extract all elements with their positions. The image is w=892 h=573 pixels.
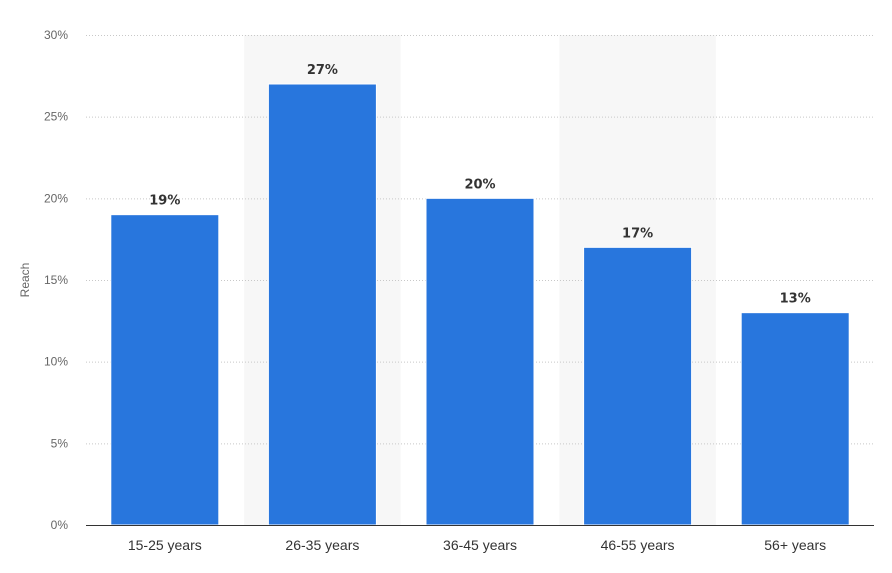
y-tick-label: 10% bbox=[44, 355, 68, 369]
x-axis-ticks: 15-25 years 26-35 years 36-45 years 46-55 y… bbox=[128, 537, 826, 553]
bar[interactable] bbox=[583, 246, 693, 526]
y-tick-label: 5% bbox=[51, 436, 69, 450]
bar[interactable] bbox=[425, 197, 535, 526]
bar[interactable] bbox=[110, 214, 220, 526]
x-tick-label: 36-45 years bbox=[443, 537, 517, 553]
data-label: 13% bbox=[780, 292, 811, 307]
data-label: 17% bbox=[622, 226, 653, 241]
bar[interactable] bbox=[267, 83, 377, 526]
data-label: 20% bbox=[464, 177, 495, 192]
y-tick-label: 30% bbox=[44, 28, 68, 42]
bar[interactable] bbox=[740, 312, 850, 526]
x-tick-label: 46-55 years bbox=[601, 537, 675, 553]
y-axis-title: Reach bbox=[18, 263, 32, 298]
data-label: 27% bbox=[307, 63, 338, 78]
data-labels: 19% 27% 20% 17% 13% bbox=[149, 63, 811, 307]
x-tick-label: 15-25 years bbox=[128, 537, 202, 553]
y-tick-label: 0% bbox=[51, 518, 69, 532]
y-tick-label: 25% bbox=[44, 110, 68, 124]
x-tick-label: 56+ years bbox=[764, 537, 826, 553]
x-tick-label: 26-35 years bbox=[285, 537, 359, 553]
bars bbox=[110, 83, 850, 526]
y-tick-label: 15% bbox=[44, 273, 68, 287]
data-label: 19% bbox=[149, 194, 180, 209]
y-axis-ticks: 0% 5% 10% 15% 20% 25% 30% bbox=[44, 28, 68, 532]
y-tick-label: 20% bbox=[44, 191, 68, 205]
